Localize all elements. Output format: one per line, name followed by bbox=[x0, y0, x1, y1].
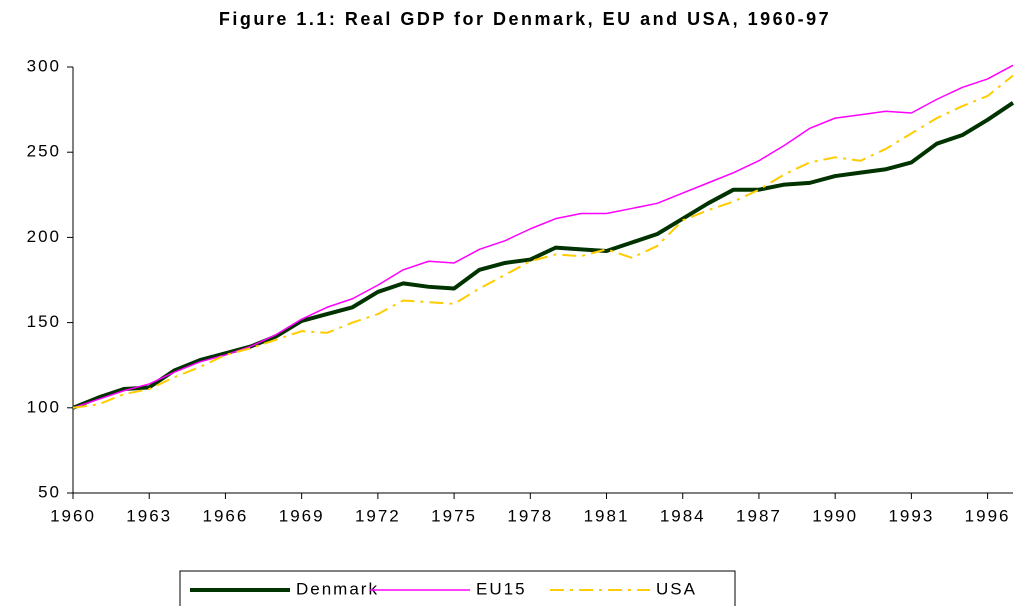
x-tick-label: 1984 bbox=[660, 506, 706, 525]
x-tick-label: 1963 bbox=[126, 506, 172, 525]
x-tick-label: 1960 bbox=[50, 506, 96, 525]
y-tick-label: 200 bbox=[27, 227, 61, 246]
y-tick-label: 50 bbox=[38, 482, 61, 501]
x-tick-label: 1981 bbox=[584, 506, 630, 525]
y-tick-label: 250 bbox=[27, 142, 61, 161]
y-tick-label: 100 bbox=[27, 397, 61, 416]
y-tick-label: 150 bbox=[27, 312, 61, 331]
line-series bbox=[72, 74, 1014, 409]
line-series bbox=[72, 101, 1015, 410]
x-tick-label: 1996 bbox=[965, 506, 1011, 525]
chart-title: Figure 1.1: Real GDP for Denmark, EU and… bbox=[219, 9, 831, 29]
x-tick-label: 1993 bbox=[888, 506, 934, 525]
x-tick-label: 1966 bbox=[203, 506, 249, 525]
y-tick-label: 300 bbox=[27, 56, 61, 75]
x-tick-label: 1987 bbox=[736, 506, 782, 525]
legend-label: Denmark bbox=[296, 579, 379, 598]
x-tick-label: 1972 bbox=[355, 506, 401, 525]
legend-box bbox=[179, 570, 736, 611]
legend-label: EU15 bbox=[476, 579, 527, 598]
legend-label: USA bbox=[656, 579, 697, 598]
x-tick-label: 1975 bbox=[431, 506, 477, 525]
x-tick-label: 1990 bbox=[812, 506, 858, 525]
x-tick-label: 1969 bbox=[279, 506, 325, 525]
x-tick-label: 1978 bbox=[507, 506, 553, 525]
